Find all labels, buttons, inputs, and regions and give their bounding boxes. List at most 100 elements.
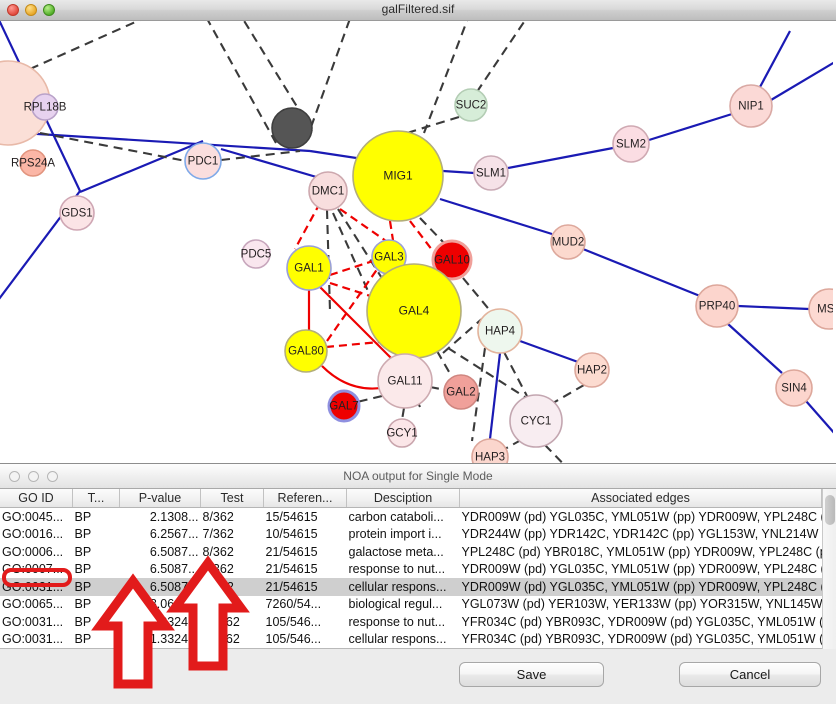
cell-type[interactable]: BP bbox=[74, 527, 92, 542]
cell-test[interactable]: 7/362 bbox=[202, 527, 234, 542]
table-row[interactable]: GO:0016... BP 6.2567... 7/362 10/54615 protei… bbox=[0, 526, 822, 544]
network-nodes[interactable]: RPL18B RPS24A GDS1 PDC1 PDC5 DMC1 MIG1 SUC2 SLM1… bbox=[0, 60, 833, 463]
minimize-button[interactable] bbox=[25, 4, 37, 16]
cell-description[interactable]: galactose meta... bbox=[348, 544, 444, 559]
node-gal3[interactable]: GAL3 bbox=[371, 239, 407, 275]
cell-p-value[interactable]: 6.5087... bbox=[149, 544, 199, 559]
cell-go-id[interactable]: GO:0016... bbox=[2, 527, 64, 542]
node-pdc1[interactable]: PDC1 bbox=[184, 142, 222, 180]
cell-go-id[interactable]: GO:0007... bbox=[2, 562, 64, 577]
cell-associated-edges[interactable]: YFR034C (pd) YBR093C, YDR009W (pd) YGL03… bbox=[461, 632, 822, 647]
noa-minimize-dot[interactable] bbox=[28, 471, 39, 482]
cell-associated-edges[interactable]: YGL073W (pd) YER103W, YER133W (pp) YOR31… bbox=[461, 597, 822, 612]
cell-test[interactable]: 94/362 bbox=[202, 597, 241, 612]
cell-test[interactable]: 11/362 bbox=[202, 632, 240, 647]
cell-reference[interactable]: 21/54615 bbox=[263, 578, 347, 596]
cell-p-value[interactable]: 1.3324... bbox=[149, 614, 199, 629]
cell-associated-edges[interactable]: YDR009W (pd) YGL035C, YML051W (pp) YDR00… bbox=[459, 578, 822, 596]
column-header-test[interactable]: Test bbox=[200, 489, 264, 508]
table-row[interactable]: GO:0045... BP 2.1308... 8/362 15/54615 carbon… bbox=[0, 508, 822, 526]
cell-reference[interactable]: 15/54615 bbox=[265, 509, 318, 524]
cell-description[interactable]: response to nut... bbox=[348, 614, 446, 629]
node-gal7[interactable]: GAL7 bbox=[327, 389, 361, 423]
table-row[interactable]: GO:0065... BP 8.0614... 94/362 7260/54... bio… bbox=[0, 596, 822, 614]
cell-reference[interactable]: 105/546... bbox=[265, 614, 322, 629]
column-header-description[interactable]: Desciption bbox=[346, 489, 460, 508]
cell-type[interactable]: BP bbox=[74, 597, 92, 612]
cell-test[interactable]: 8/362 bbox=[200, 578, 264, 596]
node-gcy1[interactable]: GCY1 bbox=[386, 418, 418, 448]
node-dmc1[interactable]: DMC1 bbox=[308, 171, 348, 211]
node-mud2[interactable]: MUD2 bbox=[550, 224, 586, 260]
column-header-p-value[interactable]: P-value bbox=[119, 489, 201, 508]
cell-p-value[interactable]: 6.2567... bbox=[149, 527, 199, 542]
cell-p-value[interactable]: 6.5087... bbox=[149, 562, 199, 577]
close-button[interactable] bbox=[7, 4, 19, 16]
node-rps24a[interactable]: RPS24A bbox=[11, 149, 55, 177]
node-gal1[interactable]: GAL1 bbox=[286, 245, 332, 291]
cell-test[interactable]: 11/362 bbox=[202, 614, 240, 629]
cell-go-id[interactable]: GO:0031... bbox=[0, 578, 73, 596]
column-header-go-id[interactable]: GO ID bbox=[0, 489, 73, 508]
cell-p-value[interactable]: 1.3324... bbox=[149, 632, 199, 647]
cell-type[interactable]: BP bbox=[74, 562, 92, 577]
results-table[interactable]: GO ID T... P-value Test Referen... Desci… bbox=[0, 489, 822, 649]
column-header-type[interactable]: T... bbox=[72, 489, 120, 508]
node-rpl18b[interactable]: RPL18B bbox=[24, 93, 67, 121]
results-table-container[interactable]: GO ID T... P-value Test Referen... Desci… bbox=[0, 489, 836, 649]
cell-reference[interactable]: 10/54615 bbox=[265, 527, 318, 542]
node-slm1[interactable]: SLM1 bbox=[473, 155, 509, 191]
node-gal2[interactable]: GAL2 bbox=[443, 374, 479, 410]
column-header-associated-edges[interactable]: Associated edges bbox=[459, 489, 822, 508]
cell-reference[interactable]: 21/54615 bbox=[265, 562, 318, 577]
cell-description[interactable]: biological regul... bbox=[348, 597, 443, 612]
cell-reference[interactable]: 105/546... bbox=[265, 632, 322, 647]
cell-associated-edges[interactable]: YFR034C (pd) YBR093C, YDR009W (pd) YGL03… bbox=[461, 614, 822, 629]
node-gal4[interactable]: GAL4 bbox=[366, 263, 462, 359]
cell-description[interactable]: protein import i... bbox=[348, 527, 442, 542]
node-hap2[interactable]: HAP2 bbox=[574, 352, 610, 388]
table-row[interactable]: GO:0006... BP 6.5087... 8/362 21/54615 galact… bbox=[0, 543, 822, 561]
cell-go-id[interactable]: GO:0031... bbox=[2, 632, 64, 647]
table-body[interactable]: GO:0045... BP 2.1308... 8/362 15/54615 carbon… bbox=[0, 508, 822, 649]
cell-test[interactable]: 8/362 bbox=[202, 562, 234, 577]
cell-test[interactable]: 8/362 bbox=[202, 509, 234, 524]
cell-type[interactable]: BP bbox=[74, 632, 92, 647]
node-prp40[interactable]: PRP40 bbox=[695, 284, 739, 328]
cell-reference[interactable]: 21/54615 bbox=[265, 544, 318, 559]
node-gal80[interactable]: GAL80 bbox=[284, 329, 328, 373]
cell-p-value[interactable]: 6.5087... bbox=[119, 578, 201, 596]
cell-go-id[interactable]: GO:0006... bbox=[2, 544, 64, 559]
node-hap3[interactable]: HAP3 bbox=[471, 438, 509, 463]
network-graph[interactable]: RPL18B RPS24A GDS1 PDC1 PDC5 DMC1 MIG1 SUC2 SLM1… bbox=[0, 21, 833, 463]
cancel-button[interactable]: Cancel bbox=[679, 662, 821, 687]
cell-type[interactable]: BP bbox=[74, 544, 92, 559]
cell-go-id[interactable]: GO:0065... bbox=[2, 597, 64, 612]
cell-associated-edges[interactable]: YPL248C (pd) YBR018C, YML051W (pp) YDR00… bbox=[461, 544, 822, 559]
cell-associated-edges[interactable]: YDR244W (pp) YDR142C, YDR142C (pp) YGL15… bbox=[461, 527, 822, 542]
node-cyc1[interactable]: CYC1 bbox=[509, 394, 563, 448]
cell-p-value[interactable]: 2.1308... bbox=[149, 509, 199, 524]
node-gds1[interactable]: GDS1 bbox=[59, 195, 95, 231]
results-table-scrollbar[interactable] bbox=[822, 489, 836, 649]
cell-type[interactable]: BP bbox=[72, 578, 120, 596]
cell-type[interactable]: BP bbox=[74, 614, 92, 629]
cell-associated-edges[interactable]: YDR009W (pd) YGL035C, YML051W (pp) YDR00… bbox=[461, 509, 822, 524]
cell-associated-edges[interactable]: YDR009W (pd) YGL035C, YML051W (pp) YDR00… bbox=[461, 562, 822, 577]
cell-p-value[interactable]: 8.0614... bbox=[149, 597, 199, 612]
node-nip1[interactable]: NIP1 bbox=[729, 84, 773, 128]
cell-reference[interactable]: 7260/54... bbox=[265, 597, 322, 612]
cell-go-id[interactable]: GO:0045... bbox=[2, 509, 64, 524]
noa-zoom-dot[interactable] bbox=[47, 471, 58, 482]
zoom-button[interactable] bbox=[43, 4, 55, 16]
node-hap4[interactable]: HAP4 bbox=[477, 308, 523, 354]
table-row[interactable]: GO:0031... BP 1.3324... 11/362 105/546... cel… bbox=[0, 631, 822, 649]
cell-description[interactable]: carbon cataboli... bbox=[348, 509, 444, 524]
save-button[interactable]: Save bbox=[459, 662, 604, 687]
scrollbar-thumb[interactable] bbox=[825, 495, 835, 525]
network-canvas[interactable]: RPL18B RPS24A GDS1 PDC1 PDC5 DMC1 MIG1 SUC2 SLM1… bbox=[0, 21, 836, 463]
node-gal11[interactable]: GAL11 bbox=[377, 353, 433, 409]
column-header-reference[interactable]: Referen... bbox=[263, 489, 347, 508]
node-slm2[interactable]: SLM2 bbox=[612, 125, 650, 163]
cell-description[interactable]: response to nut... bbox=[348, 562, 446, 577]
